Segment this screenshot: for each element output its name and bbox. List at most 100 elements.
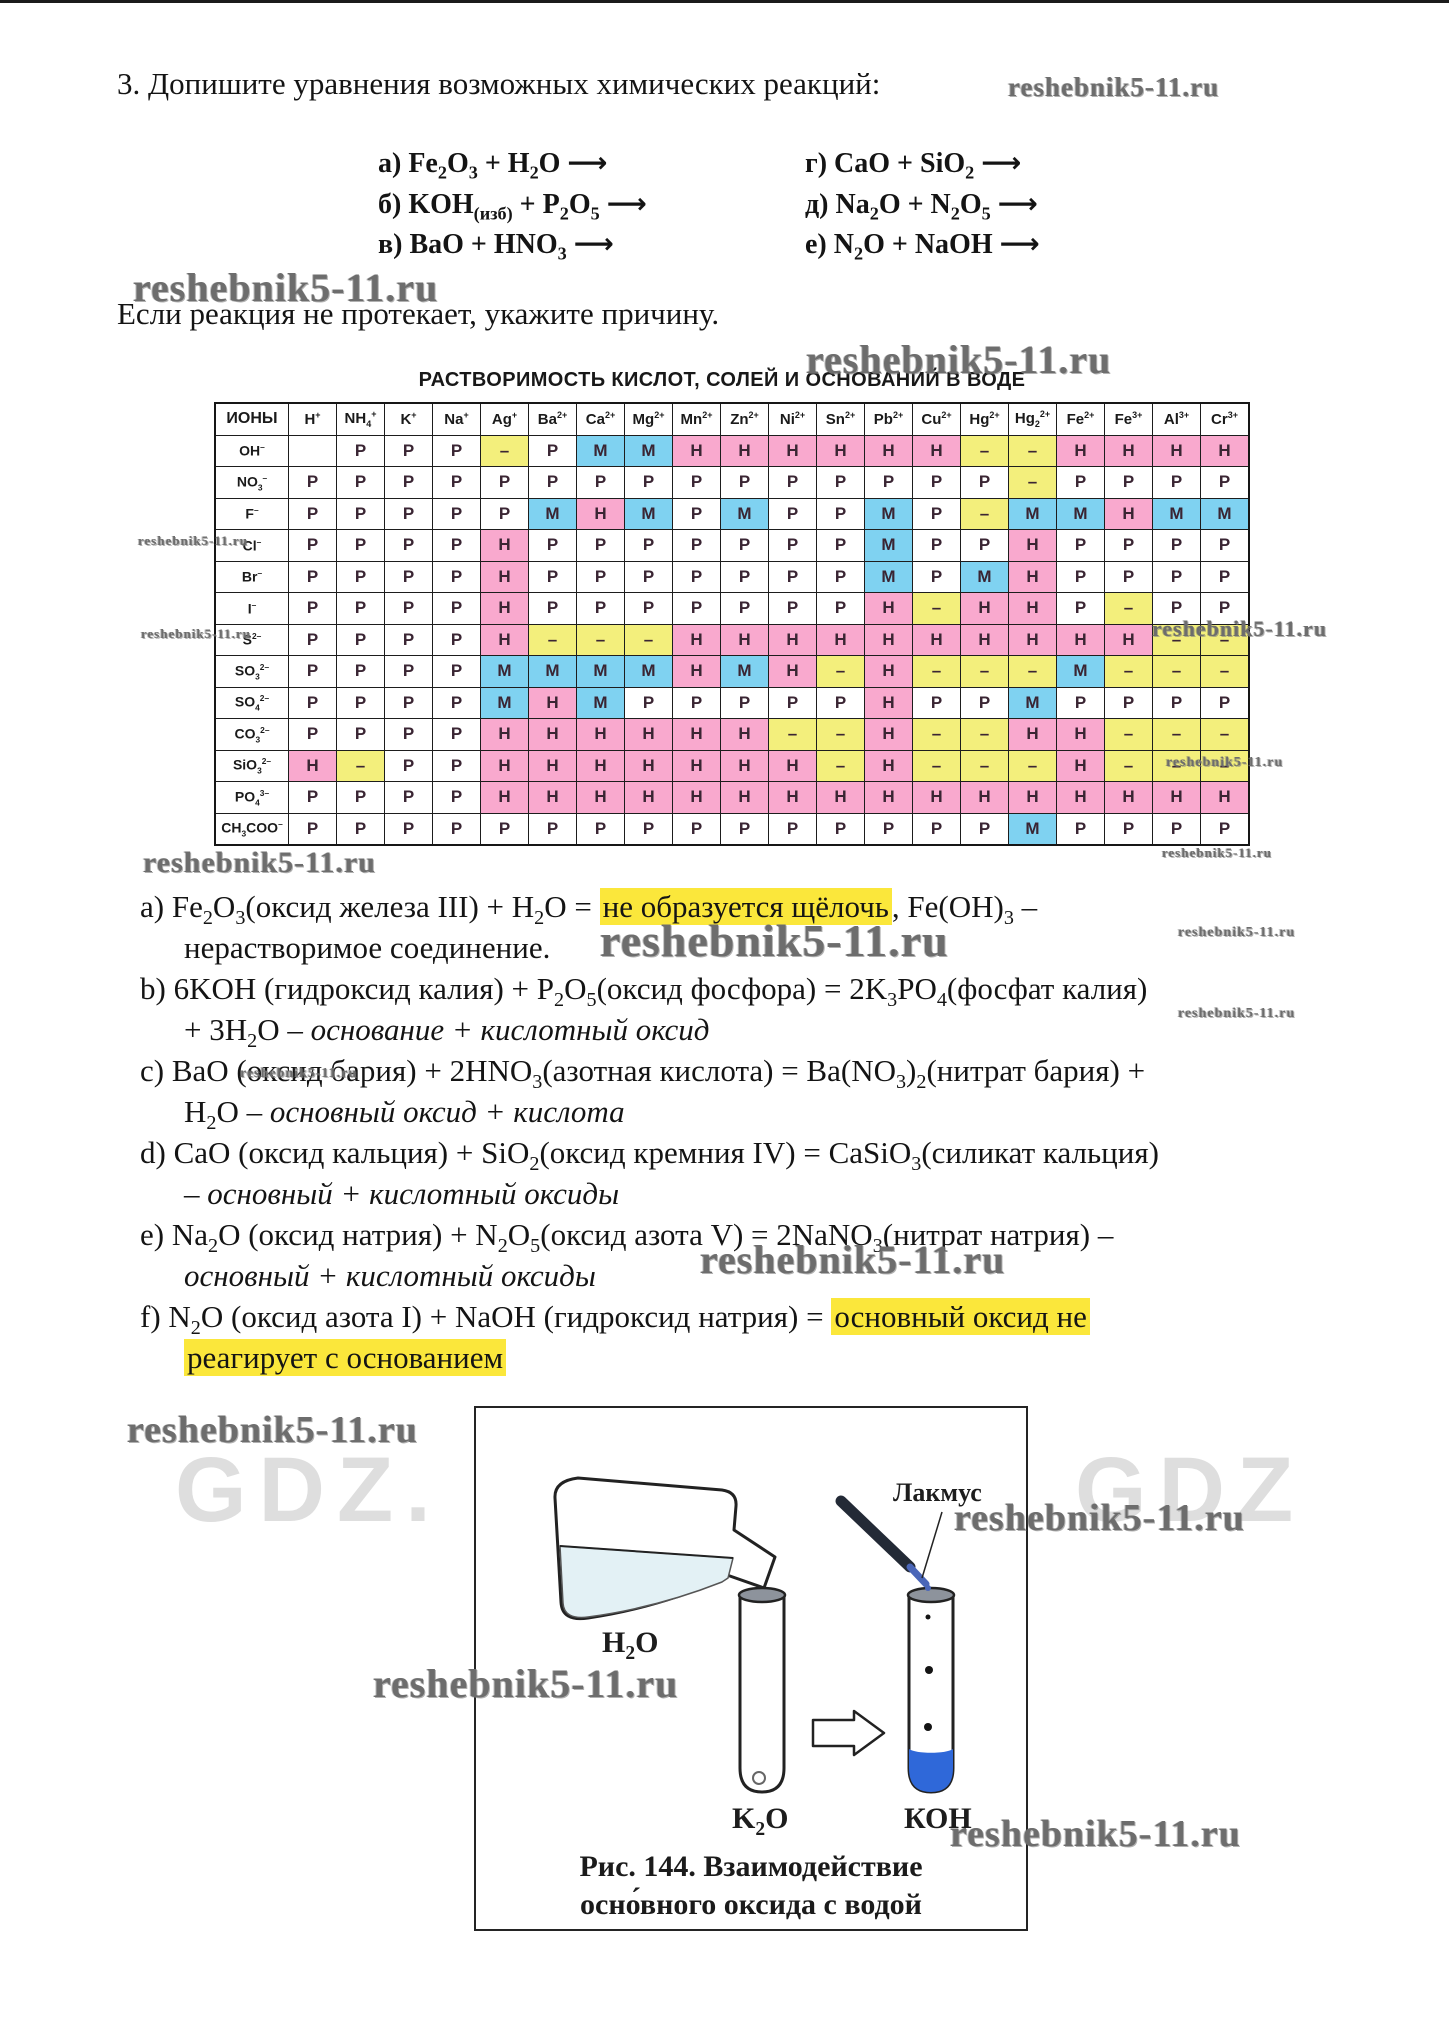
solubility-cell: Н [1104,781,1153,814]
table-row: Cl– Р Р Р Р Н Р Р Р Р Р Р Р М Р Р Н Р Р Р Р [214,529,1250,562]
solubility-cell: Н [1152,434,1201,467]
answer-text: основный оксид + кислота [269,1094,625,1129]
solubility-cell: Н [720,749,769,782]
solubility-cell: – [1152,718,1201,751]
site-watermark: reshebnik5-11.ru [1162,845,1273,860]
solubility-cell: Р [1104,466,1153,499]
solubility-cell: Н [1200,781,1250,814]
solubility-cell: Н [672,749,721,782]
solubility-cell: Р [912,560,961,593]
solubility-cell: М [720,655,769,688]
table-row: CH3COO– Р Р Р Р Р Р Р Р Р Р Р Р Р Р Р М Р Р Р Р [214,812,1250,845]
solubility-cell: Н [720,623,769,656]
solubility-cell: Р [528,529,577,562]
solubility-cell: Н [672,781,721,814]
solubility-cell: Р [672,812,721,845]
solubility-cell: Р [528,466,577,499]
site-watermark: reshebnik5-11.ru [600,915,949,966]
solubility-cell: Н [1056,718,1105,751]
table-row: OH– Р Р Р – Р М М Н Н Н Н Н Н – – Н Н Н Н [214,434,1250,467]
solubility-cell: Р [384,686,433,719]
solubility-cell: Н [864,655,913,688]
solubility-cell: Н [576,781,625,814]
highlighted-text: основный оксид не [831,1298,1090,1335]
table-row: I– Р Р Р Р Н Р Р Р Р Р Р Р Н – Н Н Р – Р Р [214,592,1250,625]
solubility-cell: Н [528,718,577,751]
solubility-cell: Р [432,718,481,751]
solubility-cell: Р [960,812,1009,845]
solubility-cell: Н [1056,749,1105,782]
solubility-cell: Р [432,466,481,499]
solubility-cell: Н [1008,529,1057,562]
table-row: S2– Р Р Р Р Н – – – Н Н Н Н Н Н Н Н Н Н – – [214,623,1250,656]
solubility-cell: Р [288,466,337,499]
table-row: Br– Р Р Р Р Н Р Р Р Р Р Р Р М Р М Н Р Р Р Р [214,560,1250,593]
solubility-cell: Р [1152,592,1201,625]
ghost-watermark: GDZ [1075,1439,1306,1541]
arrow-icon [811,1709,886,1757]
answer-line: a) Fe2O3(оксид железа III) + H2O = не об… [140,886,1159,929]
solubility-cell: Р [432,623,481,656]
solubility-cell: – [1008,434,1057,467]
cation-column-header: Fe3+ [1104,402,1153,436]
solubility-cell: Н [1008,623,1057,656]
solubility-cell: М [960,560,1009,593]
solubility-cell: Р [1152,812,1201,845]
figure-caption-line1: Рис. 144. Взаимодействие [579,1850,923,1883]
solubility-cell: – [960,497,1009,530]
cation-column-header: Mn2+ [672,402,721,436]
solubility-cell: Р [336,497,385,530]
answer-text: c) BaO (оксид бария) + 2HNO3(азотная кис… [140,1053,1146,1094]
solubility-cell: М [864,497,913,530]
koh-label: КОН [904,1802,972,1835]
equation-line: е) N2O + NaOH ⟶ [805,229,1040,264]
solubility-cell: Н [768,749,817,782]
equations-right-column: г) CaO + SiO2 ⟶ д) Na2O + N2O5 ⟶ е) N2O + … [805,148,1040,270]
solubility-cell: Р [816,592,865,625]
highlighted-text: не образуется щёлочь [599,888,892,925]
answer-line: H2O – основный оксид + кислота [140,1091,1159,1134]
solubility-cell: Р [864,812,913,845]
anion-row-header: CO32– [214,718,289,751]
solubility-cell: Р [1200,812,1250,845]
solubility-cell: Р [576,466,625,499]
solubility-cell: Р [288,592,337,625]
solubility-cell: М [624,434,673,467]
table-row: SO42– Р Р Р Р М Н М Р Р Р Р Р Н Р Р М Р Р Р Р [214,686,1250,719]
equation-line: а) Fe2O3 + H2O ⟶ [378,148,608,183]
solubility-cell: Р [816,529,865,562]
solubility-cell: Р [336,466,385,499]
solubility-cell: Р [480,466,529,499]
solubility-table-header: ИОНЫ H+ NH4+ K+ Na+ Ag+ Ba2+ Ca2+ Mg2+ Mn2+ Zn2+ Ni… [214,402,1250,436]
solubility-cell: Н [816,434,865,467]
solubility-cell: Р [912,529,961,562]
solubility-cell: Н [768,623,817,656]
solubility-cell: Р [1200,466,1250,499]
solubility-cell: Р [1104,529,1153,562]
answer-line: нерастворимое соединение. [140,927,1159,968]
solubility-cell: М [576,655,625,688]
solubility-cell: Р [528,434,577,467]
solubility-cell: Р [816,466,865,499]
solubility-cell: Н [480,592,529,625]
solubility-cell: Н [864,592,913,625]
solubility-cell: – [960,655,1009,688]
solubility-cell: Р [336,560,385,593]
solubility-cell: – [816,718,865,751]
solubility-cell: Р [624,686,673,719]
solubility-cell: – [912,655,961,688]
solubility-cell: Р [672,560,721,593]
solubility-cell: М [1056,497,1105,530]
solubility-cell: – [768,718,817,751]
solubility-cell: Р [1200,529,1250,562]
solubility-cell: Н [480,623,529,656]
solubility-cell: Р [528,592,577,625]
cation-column-header: Hg2+ [960,402,1009,436]
anion-row-header: SiO32– [214,749,289,782]
solubility-cell: Н [864,623,913,656]
h2o-label: H2O [602,1626,659,1664]
solubility-cell: Р [720,529,769,562]
solubility-cell: Н [1008,781,1057,814]
solubility-cell: Р [384,781,433,814]
solubility-cell: Р [768,529,817,562]
